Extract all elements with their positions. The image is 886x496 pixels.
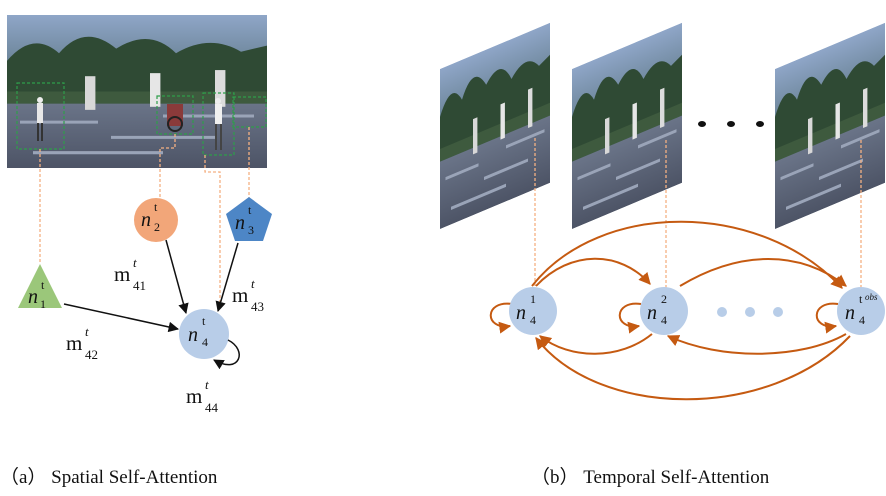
node-n4-tobs-sup: t [859, 292, 863, 306]
node-n4: n t 4 [179, 309, 229, 359]
edge-m41: m t 41 [114, 255, 146, 293]
frame-ellipsis [698, 121, 764, 127]
edge-m41-base: m [114, 262, 130, 286]
caption-temporal: （b） Temporal Self-Attention [531, 467, 770, 488]
edge-m42-sub: 42 [85, 347, 98, 362]
bbox-pedestrian-4 [202, 92, 235, 156]
edge-m44-sup: t [205, 377, 209, 392]
video-frame-2 [572, 22, 682, 229]
node-n4-2-sub: 4 [661, 313, 667, 327]
node-n1-sup: t [41, 278, 45, 292]
node-n4-tobs-base: n [845, 302, 855, 324]
edge-m41-sub: 41 [133, 278, 146, 293]
node-n4-sup: t [202, 314, 206, 328]
edge-m42-sup: t [85, 324, 89, 339]
node-ellipsis [717, 307, 783, 317]
node-n4-1-sup: 1 [530, 292, 536, 306]
node-n2-base: n [141, 209, 151, 231]
edge-m43-base: m [232, 283, 248, 307]
node-n2-sub: 2 [154, 220, 160, 234]
node-n1: n t 1 [18, 264, 62, 311]
edge-m42: m t 42 [66, 324, 98, 362]
edge-m41-sup: t [133, 255, 137, 270]
node-n2: n t 2 [134, 198, 178, 242]
edge-m44: m t 44 [186, 377, 219, 415]
node-n3: n t 3 [226, 197, 272, 241]
panel-b: n 1 4 n 2 4 n t obs 4 [440, 22, 885, 401]
node-n1-sub: 1 [40, 297, 46, 311]
edge-m44-base: m [186, 384, 202, 408]
edge-m43-sub: 43 [251, 299, 264, 314]
node-n4-sub: 4 [202, 335, 208, 349]
video-frame-n [775, 22, 885, 229]
edge-m42-base: m [66, 331, 82, 355]
node-n4-tobs-sup2: obs [865, 292, 878, 302]
node-n4-1-base: n [516, 302, 526, 324]
node-n4-tobs: n t obs 4 [837, 287, 885, 335]
node-n4-2-base: n [647, 302, 657, 324]
node-n4-tobs-sub: 4 [859, 313, 865, 327]
bbox-pedestrian-3 [232, 96, 267, 128]
edge-m44-sub: 44 [205, 400, 219, 415]
guide-lines-a [39, 127, 250, 308]
node-n4-2-sup: 2 [661, 292, 667, 306]
caption-spatial: （a） Spatial Self-Attention [0, 467, 218, 488]
node-n3-base: n [235, 212, 245, 234]
node-n4-1: n 1 4 [509, 287, 557, 335]
attention-arrows-a [63, 239, 240, 370]
node-n3-sub: 3 [248, 223, 254, 237]
edge-m43: m t 43 [232, 276, 264, 314]
guide-lines-b [534, 138, 862, 290]
street-scene-photo-a [7, 15, 267, 168]
video-frame-1 [440, 22, 550, 229]
node-n1-base: n [28, 286, 38, 308]
panel-a: n t 1 n t 2 n t 3 n t 4 [7, 15, 272, 415]
edge-m43-sup: t [251, 276, 255, 291]
node-n4-2: n 2 4 [640, 287, 688, 335]
node-n4-1-sub: 4 [530, 313, 536, 327]
node-n4-base: n [188, 324, 198, 346]
node-n2-sup: t [154, 200, 158, 214]
node-n3-sup: t [248, 203, 252, 217]
temporal-arrows [489, 220, 851, 401]
